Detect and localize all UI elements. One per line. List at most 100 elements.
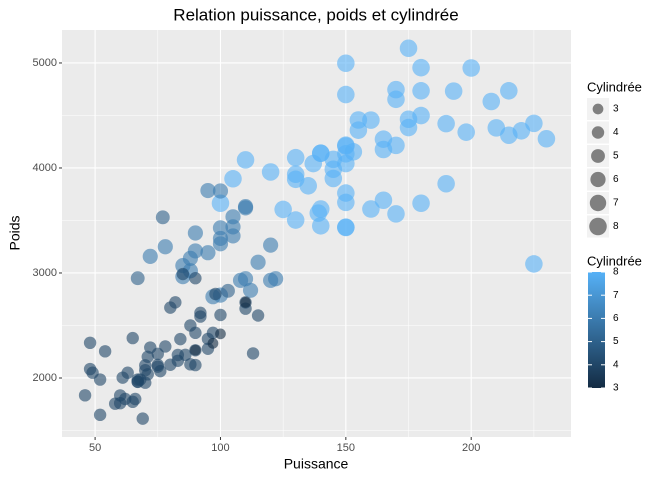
legend-label: 5 — [613, 151, 619, 162]
point — [171, 348, 185, 362]
point — [232, 272, 249, 288]
point — [263, 272, 279, 288]
point — [362, 200, 380, 218]
point — [83, 336, 97, 350]
point — [207, 337, 219, 349]
point — [324, 169, 343, 188]
point — [129, 392, 142, 406]
point — [337, 154, 355, 173]
color-tick-label: 4 — [613, 359, 619, 370]
point — [189, 326, 202, 340]
point — [337, 85, 355, 104]
point — [263, 237, 279, 253]
point — [487, 119, 506, 137]
point — [78, 389, 92, 402]
point — [224, 170, 242, 188]
point — [121, 366, 134, 379]
point — [212, 236, 229, 252]
x-tick-label: 200 — [462, 442, 480, 454]
point — [437, 114, 455, 133]
point — [215, 328, 226, 340]
x-tick-label: 150 — [337, 442, 355, 454]
point — [337, 218, 355, 237]
chart-title: Relation puissance, poids et cylindrée — [173, 5, 458, 24]
point — [412, 82, 430, 100]
color-tick-label: 5 — [613, 336, 619, 347]
point — [98, 345, 112, 358]
point — [437, 174, 455, 193]
point — [189, 358, 202, 372]
point — [412, 106, 430, 125]
point — [83, 362, 97, 376]
legend-label: 8 — [613, 221, 619, 232]
x-tick-label: 50 — [89, 442, 101, 454]
point — [387, 90, 405, 109]
point — [151, 360, 164, 373]
point — [309, 204, 328, 222]
point — [141, 350, 154, 363]
point — [93, 408, 107, 422]
point — [251, 309, 265, 322]
y-tick-label: 2000 — [33, 372, 57, 384]
point — [155, 210, 170, 225]
point — [387, 205, 405, 223]
point — [286, 211, 305, 229]
point — [525, 255, 543, 273]
point — [457, 123, 475, 141]
point — [214, 308, 227, 322]
point — [246, 347, 260, 360]
legend-symbol — [592, 103, 604, 115]
point — [299, 177, 317, 195]
color-tick-label: 6 — [613, 313, 619, 324]
legend-symbol — [590, 171, 606, 188]
legend-symbol — [591, 126, 605, 139]
size-legend-title: Cylindrée — [587, 79, 642, 94]
point — [500, 82, 518, 100]
point — [141, 368, 154, 381]
point — [399, 118, 418, 137]
point — [462, 59, 480, 77]
point — [200, 245, 216, 261]
point — [444, 82, 463, 100]
point — [286, 165, 305, 184]
color-bar — [588, 272, 605, 388]
point — [349, 121, 368, 139]
legend-label: 4 — [613, 127, 619, 138]
color-tick-label: 3 — [613, 383, 619, 394]
point — [174, 332, 187, 346]
color-legend-title: Cylindrée — [587, 253, 642, 268]
point — [362, 111, 380, 129]
point — [304, 154, 323, 173]
point — [412, 194, 430, 213]
legend-symbol — [591, 149, 605, 163]
point — [176, 267, 190, 281]
point — [142, 248, 158, 264]
legend-label: 6 — [613, 174, 619, 185]
legend-symbol — [589, 194, 607, 212]
y-tick-label: 4000 — [33, 162, 57, 174]
x-tick-label: 100 — [211, 442, 229, 454]
point — [169, 296, 182, 309]
point — [189, 272, 202, 285]
point — [118, 392, 132, 406]
point — [108, 397, 122, 410]
point — [537, 130, 556, 148]
y-axis-title: Poids — [7, 215, 23, 250]
point — [187, 225, 203, 241]
y-tick-label: 3000 — [33, 267, 57, 279]
point — [240, 297, 251, 308]
legend-label: 7 — [613, 198, 619, 209]
point — [525, 114, 543, 133]
point — [399, 39, 418, 58]
point — [286, 148, 305, 167]
legend-label: 3 — [613, 104, 619, 115]
point — [131, 375, 144, 388]
point — [211, 194, 230, 213]
point — [187, 243, 203, 259]
point — [194, 306, 207, 320]
point — [225, 228, 241, 244]
point — [136, 412, 149, 425]
point — [190, 344, 201, 356]
point — [374, 191, 393, 209]
